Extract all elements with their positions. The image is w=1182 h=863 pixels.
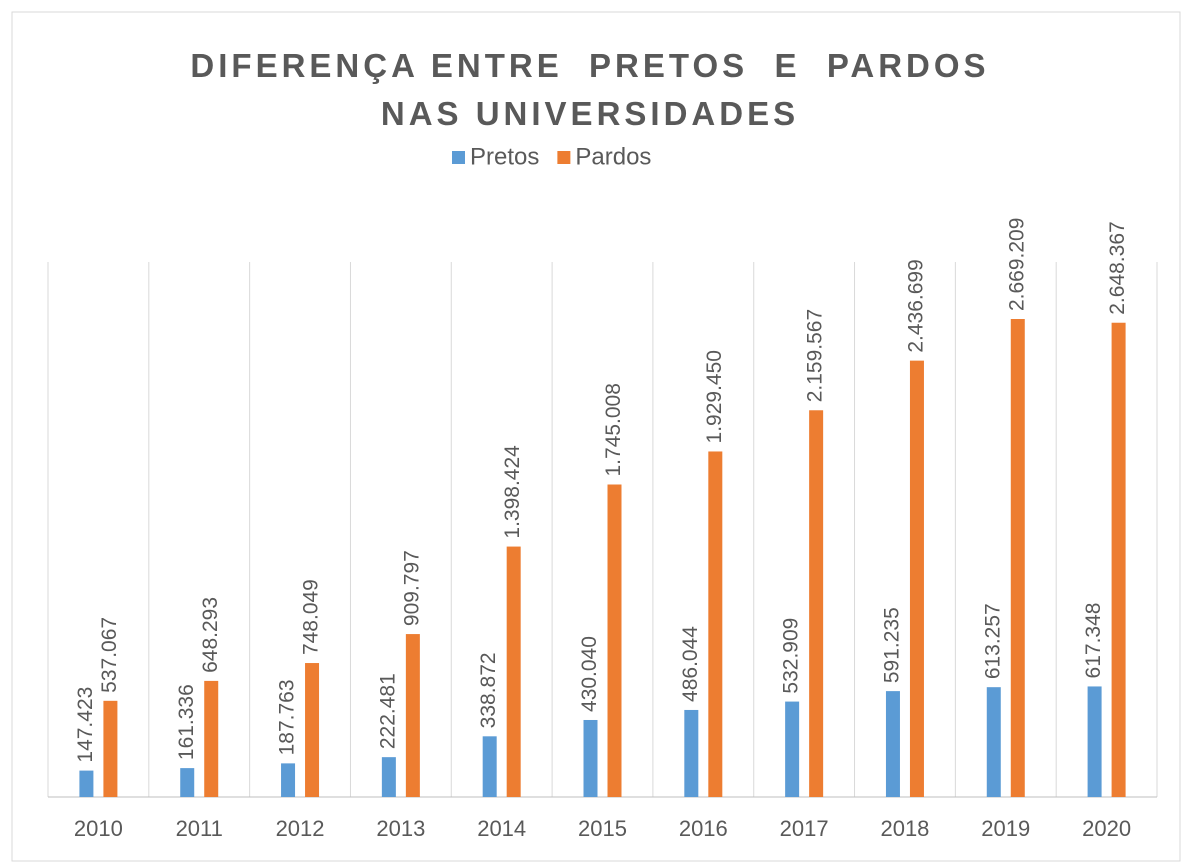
data-label: 2.159.567 xyxy=(804,309,827,402)
bar xyxy=(506,546,521,797)
data-label: 2.436.699 xyxy=(905,259,928,352)
legend-label: Pretos xyxy=(470,143,539,170)
data-label: 617.348 xyxy=(1082,603,1105,679)
bar xyxy=(405,634,420,797)
x-tick-label: 2012 xyxy=(276,816,325,841)
bar xyxy=(305,663,320,797)
bar xyxy=(684,709,699,797)
bar xyxy=(909,360,924,797)
x-tick-label: 2016 xyxy=(679,816,728,841)
data-label: 430.040 xyxy=(578,636,601,712)
data-label: 748.049 xyxy=(300,579,323,655)
data-label: 2.648.367 xyxy=(1106,221,1129,314)
x-tick-label: 2013 xyxy=(376,816,425,841)
bar xyxy=(180,768,195,797)
data-label: 591.235 xyxy=(881,607,904,683)
legend-label: Pardos xyxy=(575,143,651,170)
bar xyxy=(1111,322,1126,797)
bar xyxy=(809,410,824,797)
bar xyxy=(1087,686,1102,797)
data-label: 222.481 xyxy=(376,673,399,749)
data-label: 909.797 xyxy=(400,550,423,626)
bar xyxy=(583,719,598,797)
data-label: 486.044 xyxy=(679,626,702,702)
bar xyxy=(103,700,118,797)
x-tick-label: 2014 xyxy=(477,816,526,841)
bar xyxy=(885,691,900,797)
bar xyxy=(281,763,296,797)
chart-border xyxy=(11,11,1181,862)
x-tick-label: 2017 xyxy=(780,816,829,841)
data-label: 1.398.424 xyxy=(501,445,524,539)
bar xyxy=(708,451,723,797)
x-tick-label: 2020 xyxy=(1082,816,1131,841)
data-label: 613.257 xyxy=(981,603,1004,679)
bar xyxy=(1010,319,1025,797)
x-tick-label: 2018 xyxy=(880,816,929,841)
data-label: 648.293 xyxy=(199,597,222,673)
x-tick-label: 2015 xyxy=(578,816,627,841)
data-label: 532.909 xyxy=(780,618,803,694)
data-label: 537.067 xyxy=(98,617,121,693)
legend-swatch xyxy=(452,151,465,164)
data-label: 161.336 xyxy=(175,684,198,760)
bar xyxy=(204,680,219,797)
bar xyxy=(482,736,497,797)
x-tick-label: 2011 xyxy=(176,816,223,841)
data-label: 147.423 xyxy=(74,687,97,763)
legend-swatch xyxy=(557,151,571,164)
bar xyxy=(785,701,800,797)
data-label: 2.669.209 xyxy=(1005,218,1028,311)
data-label: 1.745.008 xyxy=(602,383,625,476)
chart-title: DIFERENÇA ENTRE PRETOS E PARDOS NAS UNIV… xyxy=(190,47,1016,132)
x-tick-label: 2019 xyxy=(981,816,1030,841)
bar xyxy=(381,757,396,797)
bar xyxy=(79,770,94,797)
bar xyxy=(607,484,622,797)
data-label: 187.763 xyxy=(276,679,299,755)
data-label: 1.929.450 xyxy=(703,350,726,443)
x-tick-label: 2010 xyxy=(74,816,123,841)
bar xyxy=(986,687,1001,797)
data-label: 338.872 xyxy=(477,652,500,728)
